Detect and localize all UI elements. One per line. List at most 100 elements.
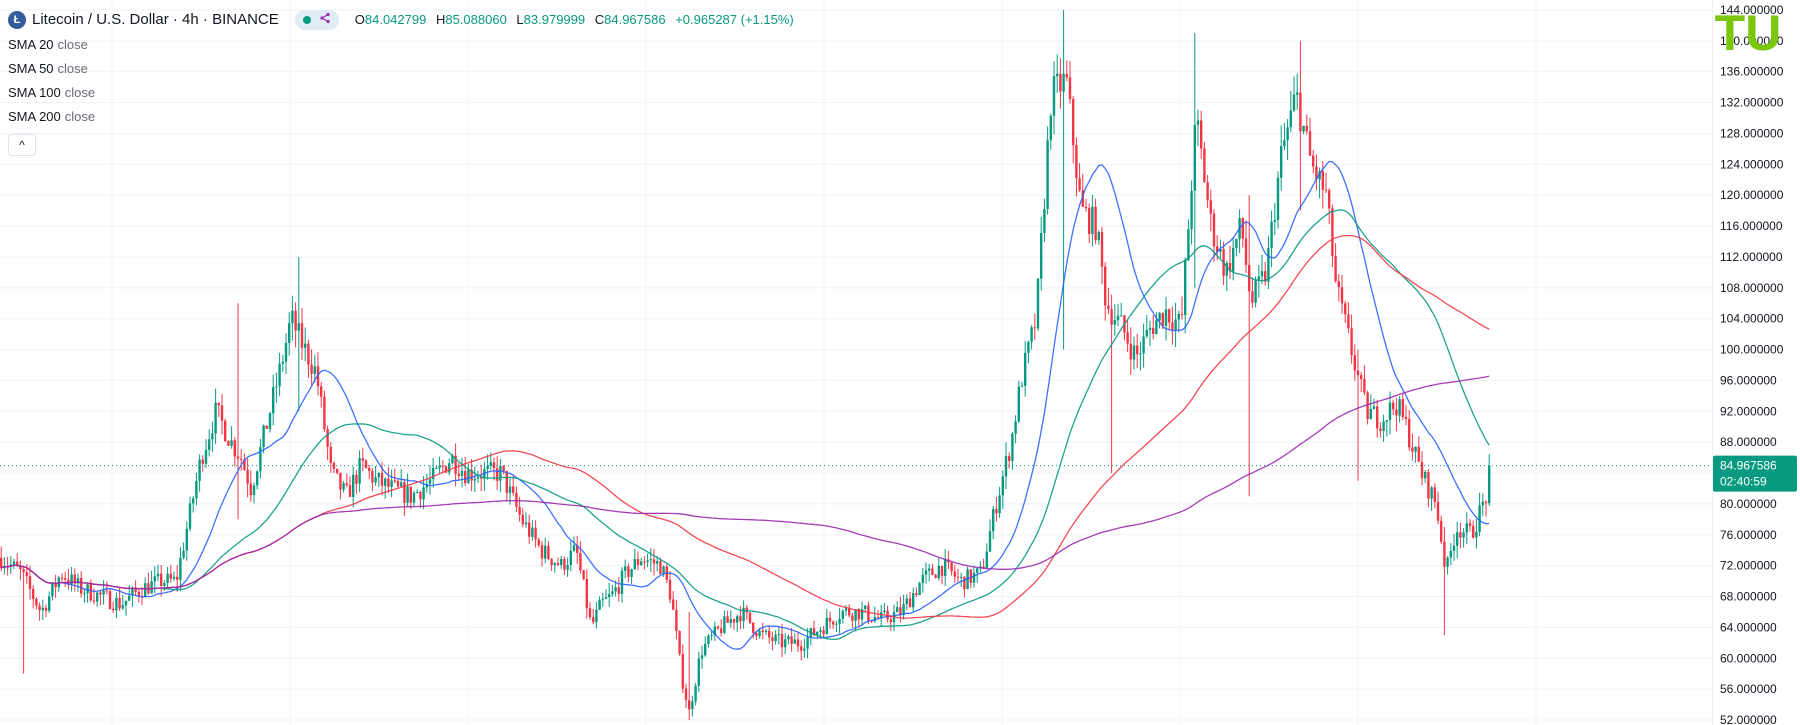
candle-body xyxy=(1420,461,1424,479)
candle-up xyxy=(841,609,844,624)
candle-body xyxy=(905,598,908,604)
candle-down xyxy=(1264,261,1267,286)
candle-up xyxy=(1456,521,1459,559)
candle-body xyxy=(1232,247,1235,272)
candle-down xyxy=(1100,226,1104,285)
candle-down xyxy=(307,339,310,378)
candle-body xyxy=(1472,526,1475,538)
candle-down xyxy=(950,561,953,576)
candle-up xyxy=(422,476,425,510)
candle-body xyxy=(841,610,844,619)
candle-body xyxy=(1116,315,1120,321)
candle-up xyxy=(352,466,355,508)
candle-body xyxy=(64,578,67,580)
candle-body xyxy=(656,561,659,564)
price-axis[interactable]: 144.000000 140.000000 136.000000 132.000000… xyxy=(1712,0,1800,725)
candle-body xyxy=(1315,166,1318,180)
candle-body xyxy=(860,608,864,620)
candle-body xyxy=(784,639,787,648)
indicator-sma-200[interactable]: SMA 200 close xyxy=(8,109,96,124)
candle-up xyxy=(572,536,576,553)
candle-body xyxy=(1244,238,1248,265)
price-chart[interactable] xyxy=(0,0,1712,725)
candle-down xyxy=(1008,452,1011,469)
candle-down xyxy=(790,628,793,652)
candle-body xyxy=(198,459,201,481)
candle-down xyxy=(300,308,304,360)
candle-down xyxy=(1433,483,1436,509)
candle-down xyxy=(265,425,268,429)
candle-body xyxy=(1276,177,1280,220)
candle-down xyxy=(1180,296,1184,320)
candle-up xyxy=(9,556,12,575)
candle-body xyxy=(1337,281,1340,288)
candle-up xyxy=(1235,238,1238,257)
candle-body xyxy=(793,639,796,644)
candle-down xyxy=(233,437,236,467)
candle-body xyxy=(44,607,48,611)
candle-up xyxy=(1446,556,1449,575)
candle-up xyxy=(905,594,908,611)
candle-down xyxy=(668,570,672,604)
candle-body xyxy=(1456,532,1459,546)
chart-area[interactable] xyxy=(0,0,1712,725)
candle-up xyxy=(86,582,89,603)
candle-body xyxy=(1030,327,1033,342)
candle-down xyxy=(294,302,297,348)
candle-body xyxy=(1168,309,1171,323)
candle-body xyxy=(585,579,588,609)
candle-body xyxy=(992,509,995,532)
collapse-legend-button[interactable]: ^ xyxy=(8,134,36,156)
candle-up xyxy=(1424,470,1427,483)
candle-body xyxy=(1200,120,1203,149)
candle-body xyxy=(214,402,217,434)
candle-down xyxy=(745,604,748,620)
indicator-sma-50[interactable]: SMA 50 close xyxy=(8,61,88,76)
candle-body xyxy=(1411,447,1414,452)
candle-body xyxy=(1481,501,1484,506)
candle-down xyxy=(1123,314,1126,341)
candle-body xyxy=(121,605,124,609)
candle-body xyxy=(896,607,899,613)
candle-body xyxy=(1446,557,1449,567)
candle-body xyxy=(272,387,275,414)
candle-down xyxy=(326,425,329,461)
candle-down xyxy=(470,459,473,492)
candle-up xyxy=(1296,73,1299,110)
candle-body xyxy=(1212,213,1216,247)
candle-body xyxy=(1126,332,1129,344)
candle-down xyxy=(1033,313,1036,340)
market-status-pill[interactable] xyxy=(294,10,339,30)
candle-down xyxy=(454,443,457,487)
candle-up xyxy=(860,601,864,626)
candle-up xyxy=(1382,414,1385,442)
indicator-sma-20[interactable]: SMA 20 close xyxy=(8,37,88,52)
candle-body xyxy=(1174,319,1177,330)
share-icon[interactable] xyxy=(319,11,331,29)
candle-body xyxy=(489,462,492,466)
candle-body xyxy=(160,573,163,586)
candle-up xyxy=(1481,493,1484,517)
candle-body xyxy=(883,610,886,613)
candle-up xyxy=(1164,296,1168,341)
candle-body xyxy=(950,562,953,572)
candle-body xyxy=(268,413,272,429)
candle-body xyxy=(473,478,476,481)
candle-down xyxy=(540,540,544,567)
candle-up xyxy=(1385,419,1388,437)
candle-down xyxy=(1353,344,1356,381)
candle-body xyxy=(1033,327,1036,329)
candle-down xyxy=(1068,61,1072,104)
candle-down xyxy=(720,619,723,637)
candle-body xyxy=(1056,73,1059,77)
symbol-title[interactable]: Litecoin / U.S. Dollar · 4h · BINANCE xyxy=(32,11,279,28)
candle-body xyxy=(1219,249,1222,252)
price-tick-label: 116.000000 xyxy=(1720,219,1783,233)
candle-up xyxy=(976,567,979,583)
indicator-sma-100[interactable]: SMA 100 close xyxy=(8,85,96,100)
candle-down xyxy=(492,457,496,481)
candle-down xyxy=(1299,40,1302,211)
candle-body xyxy=(131,588,134,596)
candle-body xyxy=(291,310,294,324)
candle-body xyxy=(512,486,515,493)
